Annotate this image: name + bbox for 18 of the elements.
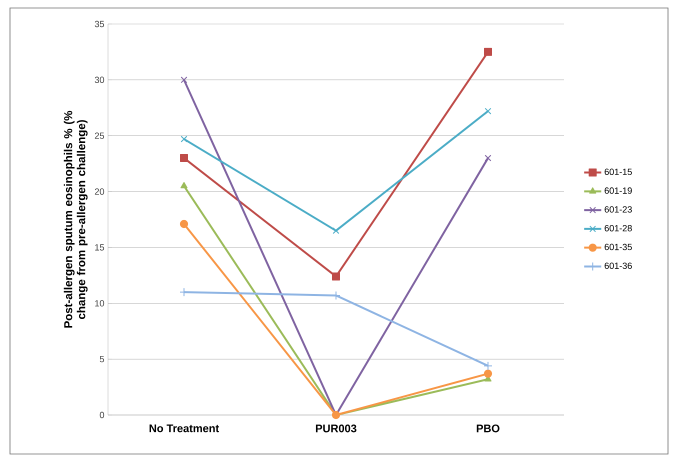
legend-label: 601-35	[604, 244, 632, 250]
x-tick-label: PUR003	[316, 424, 356, 432]
y-axis-title: Post-allergen sputum eosinophils % (% change from pre-allergen challenge)	[64, 110, 88, 328]
x-tick-label: No Treatment	[150, 424, 220, 432]
legend-label: 601-19	[604, 187, 632, 194]
y-tick-label: 10	[95, 300, 104, 306]
y-tick-label: 0	[100, 412, 104, 418]
legend-label: 601-15	[604, 168, 632, 176]
y-tick-label: 25	[94, 132, 104, 139]
y-tick-label: 20	[94, 188, 104, 195]
y-tick-label: 5	[100, 356, 104, 362]
legend-label: 601-23	[604, 206, 632, 213]
x-tick-label: PBO	[476, 424, 500, 432]
legend-label: 601-28	[604, 224, 632, 232]
y-tick-label: 35	[94, 20, 104, 28]
legend-label: 601-36	[604, 262, 632, 269]
y-tick-label: 15	[95, 244, 104, 251]
y-tick-label: 30	[94, 76, 104, 84]
